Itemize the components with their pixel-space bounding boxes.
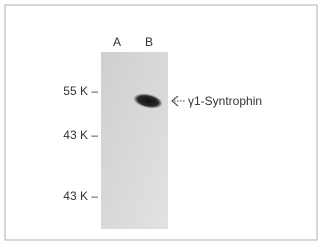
blot-membrane <box>101 52 168 229</box>
western-blot-figure: A B 55 K – 43 K – 43 K – γ1-Syntrophin <box>0 0 321 243</box>
marker-label: 43 K – <box>63 189 98 203</box>
lane-label: A <box>113 35 121 49</box>
marker-label: 43 K – <box>63 128 98 142</box>
annotation-label: γ1-Syntrophin <box>188 94 262 108</box>
lane-label: B <box>145 35 153 49</box>
marker-label: 55 K – <box>63 84 98 98</box>
